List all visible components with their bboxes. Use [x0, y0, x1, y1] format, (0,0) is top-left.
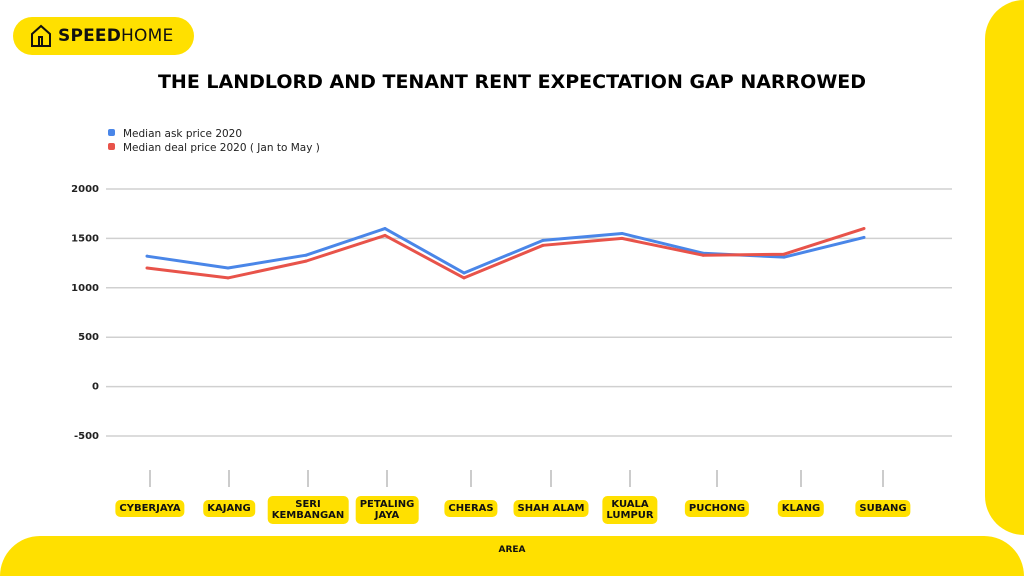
x-label-cyberjaya: CYBERJAYA [115, 500, 185, 517]
data-point [541, 243, 545, 247]
data-point [620, 236, 624, 240]
x-label-cheras: CHERAS [444, 500, 498, 517]
brand-name-bold: SPEED [58, 26, 122, 46]
data-point [462, 271, 466, 275]
legend-dot-deal [108, 143, 115, 150]
data-point [541, 238, 545, 242]
data-point [462, 276, 466, 280]
chart-title: THE LANDLORD AND TENANT RENT EXPECTATION… [157, 71, 867, 93]
legend-item-deal: Median deal price 2020 ( Jan to May ) [108, 141, 320, 155]
x-label-petaling-jaya: PETALING JAYA [355, 496, 419, 524]
x-label-shah-alam: SHAH ALAM [513, 500, 589, 517]
legend-item-ask: Median ask price 2020 [108, 127, 320, 141]
data-point [304, 253, 308, 257]
data-point [226, 266, 230, 270]
series-line-ask [146, 227, 865, 275]
y-tick-label: 1500 [71, 233, 99, 244]
data-point [383, 233, 387, 237]
y-tick-label: 0 [92, 382, 99, 393]
data-point [782, 252, 786, 256]
data-point [304, 259, 308, 263]
y-tick-label: 500 [78, 332, 99, 343]
x-label-seri-kembangan: SERI KEMBANGAN [267, 496, 349, 524]
data-point [145, 254, 149, 258]
x-label-subang: SUBANG [855, 500, 911, 517]
data-point [862, 227, 866, 231]
x-label-kajang: KAJANG [203, 500, 255, 517]
data-point [620, 231, 624, 235]
data-point [701, 253, 705, 257]
data-point [226, 276, 230, 280]
y-tick-label: 2000 [71, 184, 99, 195]
data-point [145, 266, 149, 270]
decor-yellow-bottom [0, 536, 1024, 576]
speedhome-logo: SPEEDHOME [13, 17, 194, 55]
y-tick-label: 1000 [71, 283, 99, 294]
x-label-puchong: PUCHONG [684, 500, 750, 517]
x-axis-title: AREA [498, 545, 526, 555]
legend: Median ask price 2020 Median deal price … [108, 127, 320, 155]
data-point [862, 235, 866, 239]
data-point [782, 255, 786, 259]
series-line-deal [146, 227, 865, 280]
x-label-klang: KLANG [777, 500, 825, 517]
legend-label-deal: Median deal price 2020 ( Jan to May ) [123, 142, 320, 154]
legend-label-ask: Median ask price 2020 [123, 128, 243, 140]
house-icon [31, 24, 51, 47]
decor-yellow-right [985, 0, 1024, 535]
y-tick-label: -500 [74, 431, 99, 442]
brand-name-rest: HOME [121, 26, 174, 46]
x-label-kuala-lumpur: KUALA LUMPUR [602, 496, 658, 524]
legend-dot-ask [108, 129, 115, 136]
data-point [383, 227, 387, 231]
